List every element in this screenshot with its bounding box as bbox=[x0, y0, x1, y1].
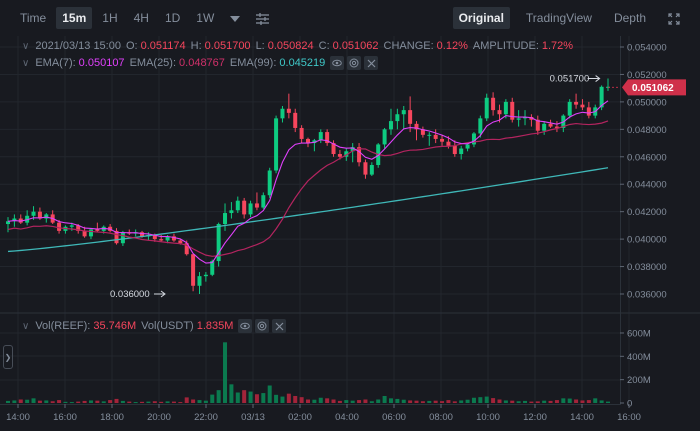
change-value: 0.12% bbox=[436, 40, 468, 52]
close-label: C: bbox=[318, 40, 330, 52]
chart-toolbar: Time 15m 1H 4H 1D 1W Original TradingVie… bbox=[0, 0, 700, 36]
view-tradingview-tab[interactable]: TradingView bbox=[525, 11, 592, 25]
chevron-right-icon: ❯ bbox=[4, 352, 12, 362]
svg-text:14:00: 14:00 bbox=[6, 412, 30, 423]
interval-4h-tab[interactable]: 4H bbox=[133, 11, 149, 25]
open-value: 0.051174 bbox=[140, 40, 186, 52]
svg-text:0.051062: 0.051062 bbox=[632, 83, 674, 94]
svg-text:16:00: 16:00 bbox=[53, 412, 77, 423]
svg-text:0.040000: 0.040000 bbox=[627, 235, 667, 246]
svg-text:0: 0 bbox=[627, 399, 632, 410]
svg-text:03/13: 03/13 bbox=[241, 412, 265, 423]
ema25-label: EMA(25): bbox=[129, 57, 177, 69]
high-label: H: bbox=[190, 40, 202, 52]
svg-text:06:00: 06:00 bbox=[382, 412, 406, 423]
indicator-settings-button[interactable] bbox=[347, 56, 362, 70]
eye-icon bbox=[240, 322, 251, 330]
interval-15m-tab[interactable]: 15m bbox=[56, 7, 93, 29]
interval-1w-tab[interactable]: 1W bbox=[196, 11, 215, 25]
vol-usdt-value: 1.835M bbox=[196, 320, 234, 332]
svg-text:0.052000: 0.052000 bbox=[627, 70, 667, 81]
collapse-chevron-icon[interactable]: ∨ bbox=[22, 320, 30, 332]
time-label[interactable]: Time bbox=[20, 11, 47, 25]
amplitude-label: AMPLITUDE: bbox=[472, 40, 539, 52]
svg-text:10:00: 10:00 bbox=[476, 412, 500, 423]
vol-reef-value: 35.746M bbox=[93, 320, 137, 332]
ema99-label: EMA(99): bbox=[229, 57, 277, 69]
volume-legend: ∨ Vol(REEF): 35.746M Vol(USDT) 1.835M bbox=[22, 319, 289, 333]
svg-text:16:00: 16:00 bbox=[617, 412, 641, 423]
vol-reef-label: Vol(REEF): bbox=[35, 320, 91, 332]
svg-text:12:00: 12:00 bbox=[523, 412, 547, 423]
candlestick-chart[interactable]: 0.054000 0.052000 0.050000 0.048000 0.046000… bbox=[0, 36, 700, 431]
svg-text:0.054000: 0.054000 bbox=[627, 43, 667, 54]
svg-text:0.046000: 0.046000 bbox=[627, 152, 667, 163]
legend-datetime: 2021/03/13 15:00 bbox=[35, 40, 121, 52]
collapse-chevron-icon[interactable]: ∨ bbox=[22, 57, 30, 69]
svg-text:14:00: 14:00 bbox=[570, 412, 594, 423]
collapse-chevron-icon[interactable]: ∨ bbox=[22, 40, 30, 52]
eye-icon bbox=[332, 59, 343, 67]
svg-text:08:00: 08:00 bbox=[429, 412, 453, 423]
expand-side-panel-button[interactable]: ❯ bbox=[3, 345, 13, 369]
remove-indicator-button[interactable] bbox=[272, 319, 287, 333]
ema7-label: EMA(7): bbox=[35, 57, 76, 69]
expand-icon bbox=[668, 13, 680, 25]
indicator-settings-button[interactable] bbox=[250, 7, 275, 29]
svg-text:04:00: 04:00 bbox=[335, 412, 359, 423]
close-icon bbox=[275, 322, 284, 330]
close-value: 0.051062 bbox=[332, 40, 379, 52]
interval-1d-tab[interactable]: 1D bbox=[164, 11, 181, 25]
svg-text:0.042000: 0.042000 bbox=[627, 207, 667, 218]
view-original-tab[interactable]: Original bbox=[452, 7, 510, 29]
svg-text:0.036000: 0.036000 bbox=[110, 289, 150, 300]
interval-1h-tab[interactable]: 1H bbox=[102, 11, 118, 25]
high-value: 0.051700 bbox=[204, 40, 251, 52]
low-value: 0.050824 bbox=[267, 40, 314, 52]
svg-text:400M: 400M bbox=[627, 352, 651, 363]
gear-icon bbox=[257, 321, 267, 331]
svg-text:0.036000: 0.036000 bbox=[627, 289, 667, 300]
svg-text:200M: 200M bbox=[627, 375, 651, 386]
open-label: O: bbox=[125, 40, 138, 52]
ema25-value: 0.048767 bbox=[179, 57, 225, 69]
svg-text:0.048000: 0.048000 bbox=[627, 125, 667, 136]
fullscreen-button[interactable] bbox=[662, 7, 686, 29]
svg-text:0.044000: 0.044000 bbox=[627, 180, 667, 191]
ema-legend: ∨ EMA(7): 0.050107 EMA(25): 0.048767 EMA… bbox=[22, 56, 381, 70]
svg-text:600M: 600M bbox=[627, 328, 651, 339]
ema7-value: 0.050107 bbox=[78, 57, 125, 69]
gear-icon bbox=[349, 58, 359, 68]
svg-text:22:00: 22:00 bbox=[194, 412, 218, 423]
vol-usdt-label: Vol(USDT) bbox=[141, 320, 194, 332]
svg-text:0.051700: 0.051700 bbox=[550, 74, 590, 85]
toggle-visibility-button[interactable] bbox=[330, 56, 345, 70]
change-label: CHANGE: bbox=[383, 40, 434, 52]
sliders-icon bbox=[256, 12, 270, 25]
caret-down-icon bbox=[230, 15, 241, 22]
toggle-visibility-button[interactable] bbox=[238, 319, 253, 333]
amplitude-value: 1.72% bbox=[541, 40, 574, 52]
ema99-value: 0.045219 bbox=[279, 57, 326, 69]
svg-text:20:00: 20:00 bbox=[147, 412, 171, 423]
close-icon bbox=[367, 59, 376, 67]
svg-text:18:00: 18:00 bbox=[100, 412, 124, 423]
svg-text:02:00: 02:00 bbox=[288, 412, 312, 423]
view-depth-tab[interactable]: Depth bbox=[613, 11, 646, 25]
svg-text:0.050000: 0.050000 bbox=[627, 97, 667, 108]
low-label: L: bbox=[255, 40, 265, 52]
remove-indicator-button[interactable] bbox=[364, 56, 379, 70]
more-intervals-button[interactable] bbox=[224, 7, 246, 29]
svg-text:0.038000: 0.038000 bbox=[627, 262, 667, 273]
indicator-settings-button[interactable] bbox=[255, 319, 270, 333]
ohlc-legend: ∨ 2021/03/13 15:00 O: 0.051174 H: 0.0517… bbox=[22, 40, 578, 52]
